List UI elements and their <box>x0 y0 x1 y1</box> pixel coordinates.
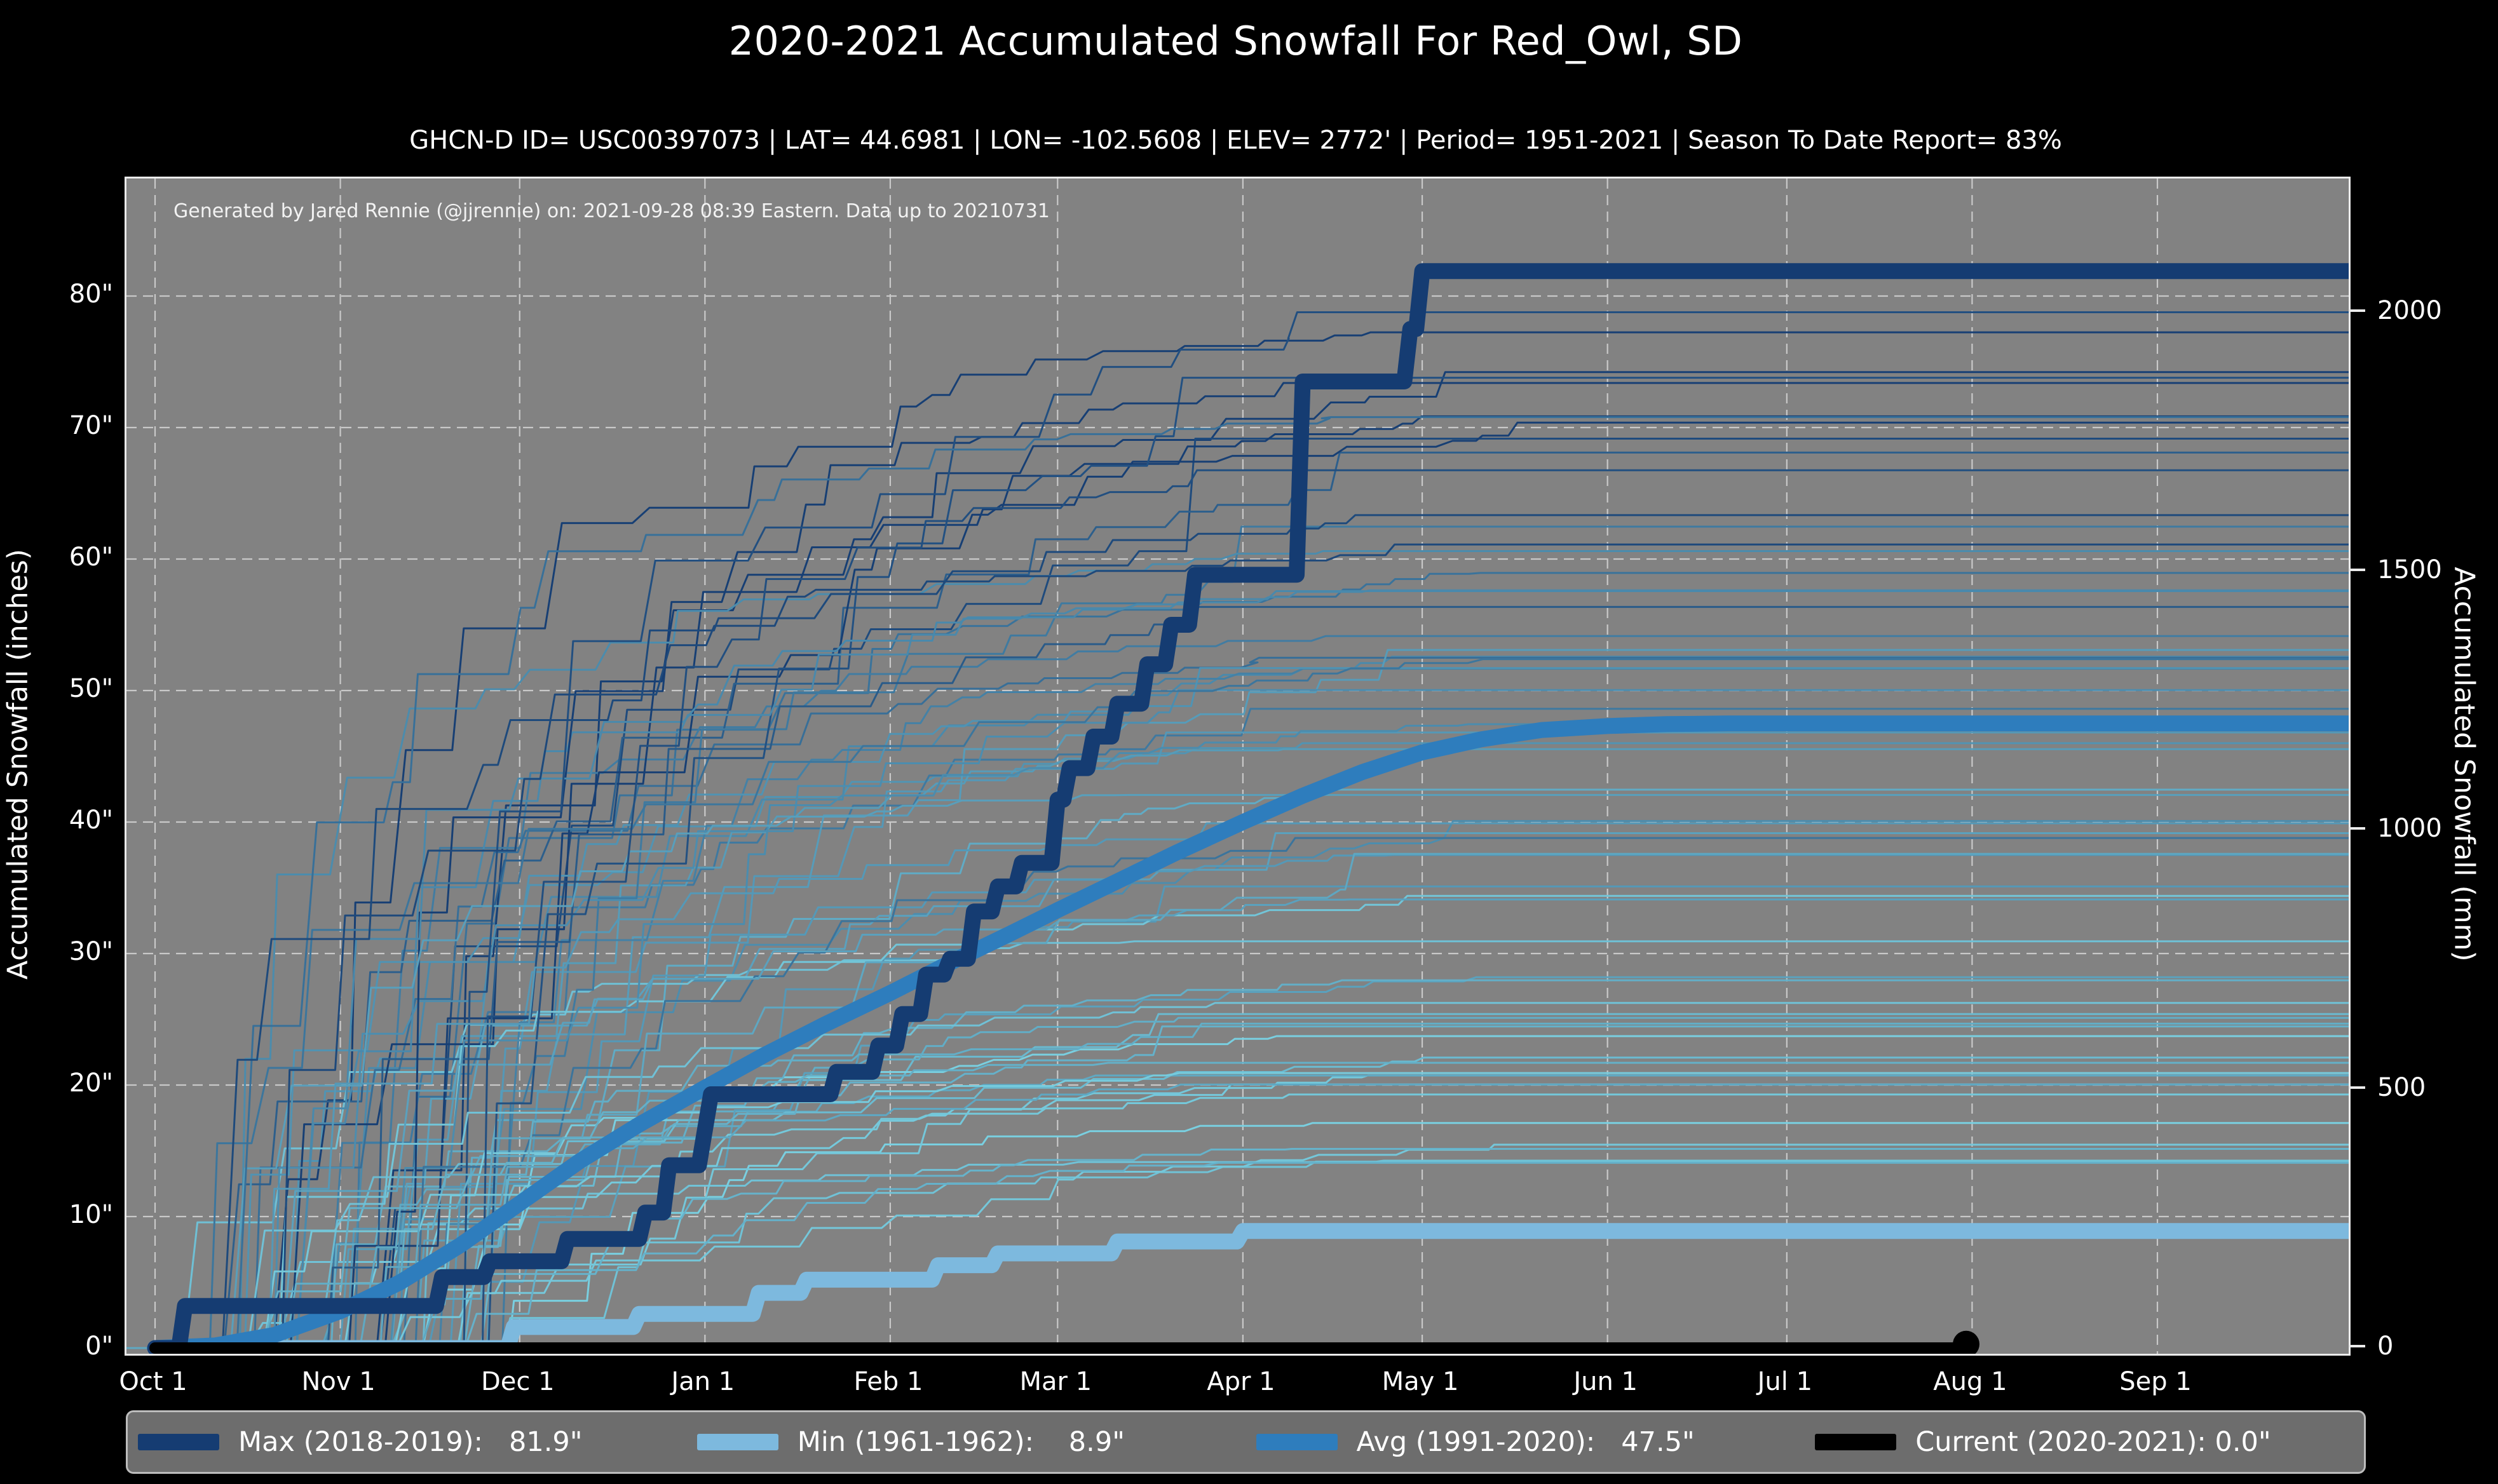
legend-swatch-min <box>696 1434 778 1450</box>
x-tick-may-1: May 1 <box>1381 1367 1459 1396</box>
y-tick-mark-right-1500 <box>2349 568 2365 571</box>
x-tick-jul-1: Jul 1 <box>1757 1367 1813 1396</box>
y-tick-right-500: 500 <box>2377 1072 2426 1102</box>
y-tick-mark-right-500 <box>2349 1086 2365 1089</box>
y-axis-label-left: Accumulated Snowfall (inches) <box>1 549 34 980</box>
legend: Max (2018-2019): 81.9" Min (1961-1962): 8… <box>126 1410 2366 1474</box>
x-tick-oct-1: Oct 1 <box>119 1367 187 1396</box>
x-tick-jun-1: Jun 1 <box>1573 1367 1638 1396</box>
y-tick-left-60: 60" <box>69 543 113 572</box>
gridlines <box>126 179 2349 1354</box>
x-tick-nov-1: Nov 1 <box>301 1367 376 1396</box>
x-tick-mar-1: Mar 1 <box>1019 1367 1092 1396</box>
y-tick-mark-right-1000 <box>2349 827 2365 830</box>
x-tick-sep-1: Sep 1 <box>2119 1367 2192 1396</box>
legend-item-current: Current (2020-2021): 0.0" <box>1805 1426 2364 1458</box>
legend-label-max: Max (2018-2019): 81.9" <box>238 1426 583 1458</box>
avg-season-line <box>147 715 2349 1354</box>
chart-subtitle: GHCN-D ID= USC00397073 | LAT= 44.6981 | … <box>409 126 2062 155</box>
x-tick-feb-1: Feb 1 <box>853 1367 923 1396</box>
chart-title: 2020-2021 Accumulated Snowfall For Red_O… <box>728 18 1743 64</box>
y-tick-right-2000: 2000 <box>2377 296 2442 326</box>
y-tick-left-50: 50" <box>69 674 113 703</box>
current-end-marker <box>1953 1330 1980 1354</box>
y-tick-right-0: 0 <box>2377 1332 2394 1361</box>
legend-swatch-avg <box>1256 1434 1338 1450</box>
x-tick-aug-1: Aug 1 <box>1933 1367 2007 1396</box>
legend-item-avg: Avg (1991-2020): 47.5" <box>1246 1426 1805 1458</box>
y-tick-mark-right-0 <box>2349 1345 2365 1347</box>
y-tick-left-0: 0" <box>85 1332 113 1361</box>
y-tick-right-1000: 1000 <box>2377 814 2442 844</box>
y-tick-left-30: 30" <box>69 937 113 966</box>
min-season-line <box>147 1223 2349 1354</box>
y-axis-label-right: Accumulated Snowfall (mm) <box>2448 567 2481 962</box>
legend-label-current: Current (2020-2021): 0.0" <box>1915 1426 2271 1458</box>
y-tick-left-10: 10" <box>69 1200 113 1229</box>
y-tick-left-70: 70" <box>69 411 113 440</box>
max-season-line <box>147 263 2349 1354</box>
x-tick-jan-1: Jan 1 <box>671 1367 735 1396</box>
y-tick-mark-right-2000 <box>2349 309 2365 313</box>
y-tick-left-20: 20" <box>69 1069 113 1098</box>
legend-item-min: Min (1961-1962): 8.9" <box>687 1426 1246 1458</box>
legend-swatch-max <box>138 1434 219 1450</box>
y-tick-left-40: 40" <box>69 806 113 835</box>
generated-by-annotation: Generated by Jared Rennie (@jjrennie) on… <box>173 200 1050 222</box>
legend-item-max: Max (2018-2019): 81.9" <box>128 1426 687 1458</box>
x-tick-apr-1: Apr 1 <box>1207 1367 1275 1396</box>
y-tick-right-1500: 1500 <box>2377 555 2442 584</box>
y-tick-left-80: 80" <box>69 280 113 309</box>
legend-label-min: Min (1961-1962): 8.9" <box>797 1426 1125 1458</box>
legend-swatch-current <box>1815 1434 1897 1450</box>
plot-area: Generated by Jared Rennie (@jjrennie) on… <box>125 177 2351 1356</box>
legend-label-avg: Avg (1991-2020): 47.5" <box>1356 1426 1695 1458</box>
x-tick-dec-1: Dec 1 <box>480 1367 555 1396</box>
chart-canvas <box>126 179 2349 1354</box>
